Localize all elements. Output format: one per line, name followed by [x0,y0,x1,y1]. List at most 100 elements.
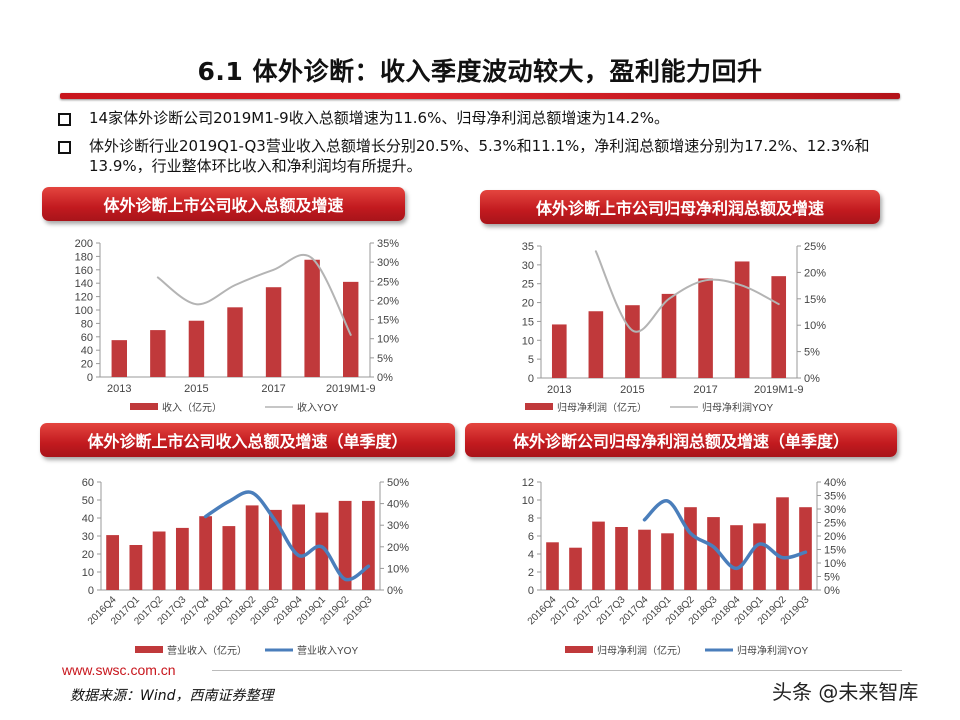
y-left-tick-label: 2 [528,567,534,579]
y-right-tick-label: 20% [387,542,409,554]
legend-bar-swatch [565,646,593,653]
profit-annual-chart: 0 5 10 15 20 25 30 35 0% 5% 10% 15% 20% 25% 2013 2015 20… [522,241,826,414]
website-link[interactable]: www.swsc.com.cn [62,662,176,678]
y-right-tick-label: 10% [387,563,409,575]
bar [315,512,329,590]
y-left-tick-label: 60 [82,477,94,489]
bar [343,281,359,377]
y-left-tick-label: 120 [75,292,93,304]
bar [615,527,628,590]
x-tick-label: 2017 [261,383,285,395]
bar [707,517,720,590]
legend-line-label: 归母净利润YOY [702,401,773,414]
legend-bar-label: 营业收入（亿元） [167,644,247,657]
square-bullet-icon [58,141,71,154]
bar [152,531,166,590]
chart-banner: 体外诊断上市公司归母净利润总额及增速 [480,190,880,224]
y-left-tick-label: 25 [522,279,534,291]
square-bullet-icon [58,113,71,126]
bar [175,527,189,590]
x-tick-label: 2017 [693,384,717,396]
bar [684,507,697,590]
yoy-line [642,499,808,571]
legend-line-label: 收入YOY [297,401,338,414]
bar [150,330,166,377]
title-divider [60,93,900,99]
x-tick-label: 2013 [107,383,131,395]
y-left-tick-label: 8 [528,513,534,525]
x-tick-label: 2019M1-9 [326,383,376,395]
bar [265,287,282,377]
y-left-tick-label: 0 [88,585,94,597]
y-right-tick-label: 5% [377,353,393,365]
y-left-tick-label: 20 [522,298,534,310]
y-right-tick-label: 5% [804,347,820,359]
bar [551,324,567,378]
y-left-tick-label: 0 [528,373,534,385]
profit-quarterly-chart: 0246810120%5%10%15%20%25%30%35%40%2016Q4… [522,477,846,657]
y-right-tick-label: 15% [377,315,399,327]
legend-bar-swatch [135,646,163,653]
yoy-line [594,250,780,333]
y-right-tick-label: 0% [824,585,840,597]
y-left-tick-label: 10 [82,567,94,579]
y-left-tick-label: 15 [522,316,534,328]
y-left-tick-label: 35 [522,241,534,253]
x-tick-label: 2015 [184,383,208,395]
bar [592,521,605,590]
bar [588,311,604,378]
y-left-tick-label: 80 [81,318,93,330]
bar [268,509,282,590]
y-left-tick-label: 0 [528,585,534,597]
y-right-tick-label: 25% [804,241,826,253]
bar [222,526,236,590]
legend-bar-label: 归母净利润（亿元） [557,401,647,414]
x-tick-label: 2015 [620,384,644,396]
bar [546,542,559,590]
y-right-tick-label: 35% [377,238,399,250]
bullet-item: 体外诊断行业2019Q1-Q3营业收入总额增长分别20.5%、5.3%和11.1… [58,136,908,176]
y-right-tick-label: 40% [387,499,409,511]
legend-line-label: 营业收入YOY [297,644,358,657]
bar [661,533,674,590]
y-left-tick-label: 200 [75,238,93,250]
y-right-tick-label: 15% [824,545,846,557]
y-right-tick-label: 30% [387,520,409,532]
y-right-tick-label: 30% [824,504,846,516]
y-left-tick-label: 6 [528,531,534,543]
bar [625,305,640,378]
bar [245,505,259,590]
y-left-tick-label: 60 [81,332,93,344]
bar [129,545,143,590]
revenue-quarterly-chart: 01020304050600%10%20%30%40%50%2016Q42017… [82,477,409,657]
legend-bar-label: 收入（亿元） [162,401,222,414]
x-tick-label: 2019M1-9 [754,384,804,396]
chart-banner: 体外诊断上市公司收入总额及增速（单季度） [40,423,455,457]
y-left-tick-label: 180 [75,251,93,263]
x-tick-label: 2013 [547,384,571,396]
bullet-item: 14家体外诊断公司2019M1-9收入总额增速为11.6%、归母净利润总额增速为… [58,108,908,128]
y-left-tick-label: 140 [75,278,93,290]
chart-banner: 体外诊断上市公司收入总额及增速 [42,187,405,221]
y-right-tick-label: 50% [387,477,409,489]
yoy-line [156,253,352,336]
bar [106,535,120,590]
bar [338,500,352,590]
y-right-tick-label: 10% [824,558,846,570]
y-right-tick-label: 25% [377,276,399,288]
y-right-tick-label: 20% [377,295,399,307]
y-right-tick-label: 0% [804,373,820,385]
y-right-tick-label: 20% [804,267,826,279]
legend-bar-swatch [525,403,553,410]
bar [111,340,127,377]
y-left-tick-label: 100 [75,305,93,317]
yoy-line [203,490,371,582]
bar [227,307,243,377]
y-left-tick-label: 40 [81,345,93,357]
bullet-text: 体外诊断行业2019Q1-Q3营业收入总额增长分别20.5%、5.3%和11.1… [89,137,870,175]
bar [661,293,677,378]
y-left-tick-label: 20 [81,359,93,371]
bar [776,497,789,590]
legend-bar-label: 归母净利润（亿元） [597,644,687,657]
